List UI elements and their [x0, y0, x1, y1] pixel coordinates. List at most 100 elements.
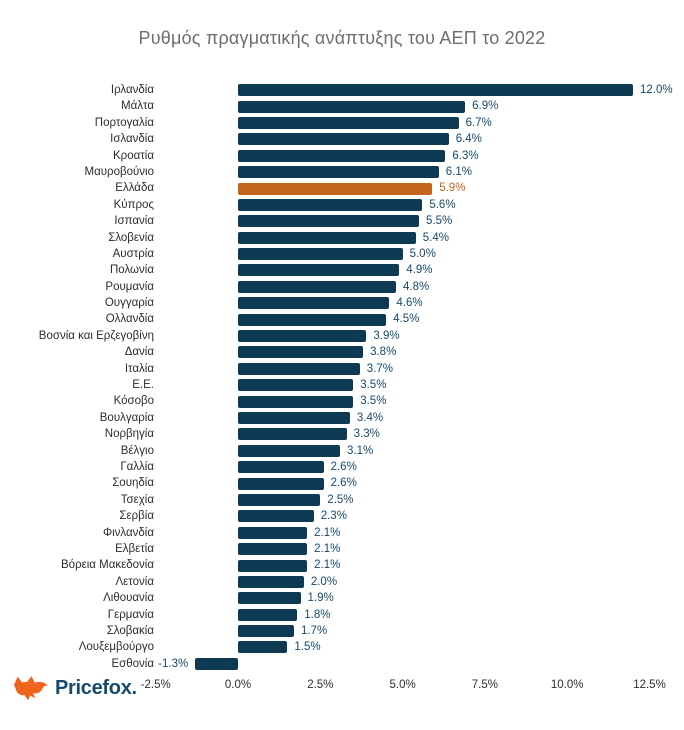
country-label: Ρουμανία	[105, 280, 154, 293]
value-label: 3.9%	[373, 329, 400, 342]
bar-row: Μαυροβούνιο 6.1%	[0, 164, 684, 180]
bar-row: Ισπανία 5.5%	[0, 213, 684, 229]
country-label: Μαυροβούνιο	[84, 165, 154, 178]
bar	[238, 330, 367, 343]
bar-row: Βοσνία και Ερζεγοβίνη 3.9%	[0, 328, 684, 344]
plot-area: 4.8%	[156, 279, 656, 295]
bar-row: Μάλτα 6.9%	[0, 98, 684, 114]
bar-row: Ισλανδία 6.4%	[0, 131, 684, 147]
value-label: 6.1%	[445, 165, 473, 178]
country-label: Βέλγιο	[120, 444, 154, 457]
bar-row: Αυστρία 5.0%	[0, 246, 684, 262]
country-label: Κύπρος	[113, 198, 154, 211]
country-label: Ολλανδία	[105, 313, 154, 326]
bar-row: Ιρλανδία 12.0%	[0, 82, 684, 98]
chart-title: Ρυθμός πραγματικής ανάπτυξης του ΑΕΠ το …	[138, 28, 546, 48]
bar	[238, 264, 400, 277]
value-label: 2.0%	[310, 575, 338, 588]
plot-area: 3.8%	[156, 344, 656, 360]
value-label: 2.6%	[330, 460, 357, 473]
value-label: 3.8%	[370, 346, 397, 359]
bar-row: Κύπρος 5.6%	[0, 197, 684, 213]
value-label: -1.3%	[158, 657, 189, 670]
plot-area: 1.9%	[156, 590, 656, 606]
value-label: 6.3%	[452, 149, 479, 162]
bar-row: Σλοβακία 1.7%	[0, 623, 684, 639]
bar	[238, 559, 308, 572]
bar	[238, 493, 321, 506]
plot-area: 3.5%	[156, 377, 656, 393]
country-label: Ισπανία	[114, 215, 154, 228]
bar-row: Ρουμανία 4.8%	[0, 279, 684, 295]
plot-area: 3.3%	[156, 426, 656, 442]
bar	[238, 543, 308, 556]
plot-area: -1.3%	[156, 656, 656, 672]
country-label: Ε.Ε.	[132, 379, 154, 392]
bar	[238, 297, 390, 310]
x-axis-tick: 12.5%	[633, 679, 666, 691]
bar-row: Γαλλία 2.6%	[0, 459, 684, 475]
bar	[238, 84, 634, 97]
value-label: 6.7%	[465, 116, 492, 129]
plot-area: 5.4%	[156, 230, 656, 246]
bar-row: Βέλγιο 3.1%	[0, 443, 684, 459]
value-label: 3.7%	[366, 362, 394, 375]
bar-row: Λουξεμβούργο 1.5%	[0, 639, 684, 655]
plot-area: 12.0%	[156, 82, 673, 98]
bar	[238, 412, 350, 424]
country-label: Γερμανία	[107, 608, 154, 621]
bar-row: Νορβηγία 3.3%	[0, 426, 684, 442]
value-label: 2.1%	[314, 526, 341, 539]
x-axis-tick: 7.5%	[471, 679, 498, 691]
country-label: Γαλλία	[120, 460, 154, 473]
plot-area: 2.1%	[156, 525, 656, 541]
country-label: Κόσοβο	[113, 395, 154, 408]
country-label: Σλοβενία	[108, 231, 154, 244]
x-axis-tick: 0.0%	[224, 679, 252, 691]
bar-row: Ελβετία 2.1%	[0, 541, 684, 557]
bar-row: Γερμανία 1.8%	[0, 607, 684, 623]
bar	[238, 510, 314, 523]
country-label: Μάλτα	[120, 100, 154, 113]
fox-icon	[13, 676, 49, 701]
bar-row: Κροατία 6.3%	[0, 148, 684, 164]
plot-area: 6.7%	[156, 115, 656, 131]
value-label: 5.4%	[422, 231, 449, 244]
country-label: Πορτογαλία	[94, 116, 154, 129]
bar	[238, 461, 324, 474]
country-label: Ισλανδία	[110, 133, 154, 146]
country-label: Λουξεμβούργο	[78, 641, 154, 654]
country-label: Πολωνία	[110, 264, 154, 277]
country-label: Βοσνία και Ερζεγοβίνη	[38, 329, 154, 342]
country-label: Σλοβακία	[106, 624, 154, 637]
value-label: 4.9%	[406, 264, 433, 277]
value-label: 3.5%	[360, 379, 387, 392]
plot-area: 3.7%	[156, 361, 656, 377]
country-label: Ιρλανδία	[110, 84, 154, 96]
value-label: 1.5%	[294, 641, 321, 654]
bar	[195, 657, 238, 670]
bar-row: Φινλανδία 2.1%	[0, 525, 684, 541]
bar	[238, 198, 423, 211]
bar	[238, 133, 449, 146]
bar	[238, 641, 288, 654]
bar-row: Εσθονία -1.3%	[0, 656, 684, 672]
x-axis-tick: -2.5%	[140, 679, 171, 691]
country-label: Αυστρία	[112, 247, 154, 260]
bar-row: Ε.Ε. 3.5%	[0, 377, 684, 393]
plot-area: 5.5%	[156, 213, 656, 229]
bar	[238, 215, 420, 228]
value-label: 3.1%	[347, 444, 374, 457]
country-label: Λετονία	[115, 575, 154, 588]
plot-area: 6.1%	[156, 164, 656, 180]
plot-area: 3.4%	[156, 410, 656, 426]
value-label: 2.1%	[314, 559, 341, 572]
value-label: 6.4%	[455, 133, 482, 146]
fox-icon-shape	[13, 676, 49, 701]
bar-row: Βόρεια Μακεδονία 2.1%	[0, 557, 684, 573]
value-label: 4.5%	[393, 313, 420, 326]
bar-row: Ιταλία 3.7%	[0, 361, 684, 377]
bar	[238, 608, 298, 621]
value-label: 3.3%	[353, 428, 380, 441]
value-label: 4.6%	[396, 297, 423, 310]
